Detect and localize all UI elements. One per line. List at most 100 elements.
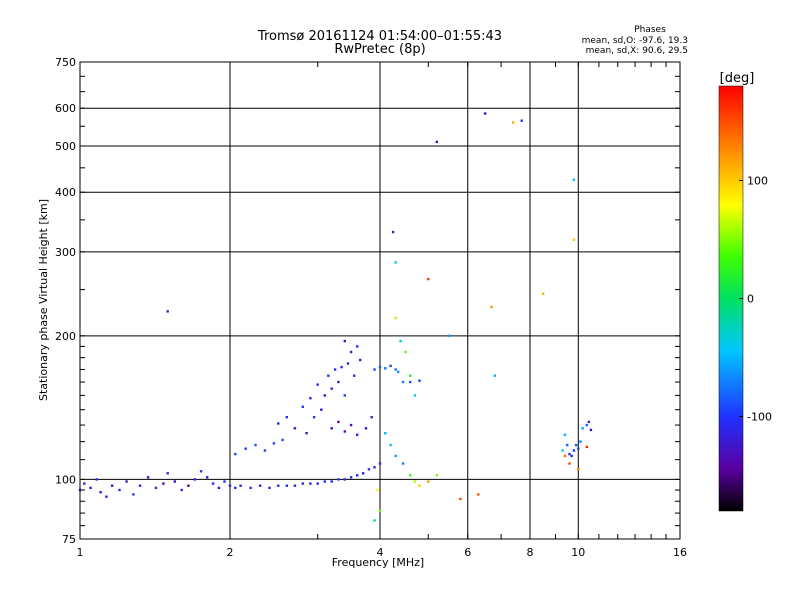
- data-point: [263, 449, 267, 452]
- data-point: [239, 484, 242, 487]
- data-point: [459, 497, 462, 501]
- data-point: [228, 484, 232, 487]
- data-point: [301, 405, 304, 408]
- colorbar-tick-label: 100: [747, 174, 768, 187]
- data-point: [327, 374, 330, 377]
- data-point: [378, 365, 382, 369]
- plot-frame: [79, 61, 681, 540]
- data-point: [95, 478, 98, 481]
- data-point: [373, 519, 376, 522]
- data-point: [493, 374, 496, 377]
- data-point: [312, 416, 316, 419]
- data-point: [477, 493, 480, 496]
- data-point: [166, 310, 169, 313]
- data-point: [401, 462, 405, 465]
- data-point: [370, 416, 373, 419]
- data-point: [435, 140, 438, 144]
- data-point: [413, 480, 417, 483]
- data-point: [577, 447, 580, 450]
- x-tick-label: 2: [227, 546, 234, 559]
- data-point: [378, 462, 382, 465]
- data-point: [394, 316, 397, 320]
- data-point: [394, 261, 397, 264]
- data-point: [199, 470, 203, 473]
- y-tick-label: 100: [55, 473, 76, 486]
- data-point: [154, 486, 158, 490]
- data-point: [193, 478, 196, 481]
- data-point: [589, 428, 593, 432]
- data-point: [83, 482, 86, 485]
- colorbar-label: [deg]: [720, 71, 755, 86]
- data-point: [173, 480, 176, 483]
- data-point: [577, 468, 580, 471]
- y-tick-label: 75: [62, 533, 76, 546]
- data-point: [281, 438, 284, 442]
- data-point: [570, 454, 573, 458]
- data-point: [447, 334, 451, 337]
- data-point: [180, 488, 183, 492]
- colorbar-tick-label: -100: [747, 411, 772, 424]
- data-point: [563, 454, 567, 458]
- data-point: [206, 476, 209, 479]
- data-point: [110, 484, 114, 487]
- data-point: [373, 466, 376, 469]
- data-point: [409, 474, 412, 477]
- data-point: [105, 495, 108, 498]
- chart-title-line2: RwPretec (8p): [334, 42, 425, 57]
- x-axis-label: Frequency [MHz]: [332, 556, 424, 569]
- x-tick-label: 6: [464, 546, 471, 559]
- data-point: [162, 482, 165, 485]
- data-point: [520, 119, 523, 122]
- data-point: [118, 488, 121, 492]
- data-point: [427, 277, 430, 281]
- y-tick-label: 600: [55, 102, 76, 115]
- data-point: [394, 454, 397, 458]
- data-point: [340, 365, 343, 369]
- y-tick-label: 400: [55, 186, 76, 199]
- data-point: [413, 394, 417, 397]
- data-point: [389, 443, 392, 447]
- y-tick-labels: 75 100 200 300 400 500 600 750: [55, 56, 76, 546]
- x-tick-label: 16: [673, 546, 687, 559]
- data-point: [384, 367, 387, 370]
- data-point: [259, 484, 262, 487]
- x-tick-label: 10: [571, 546, 585, 559]
- x-tick-labels: 1 2 4 6 8 10 16: [77, 546, 688, 559]
- y-axis-label: Stationary phase Virtual Height [km]: [37, 199, 50, 401]
- data-point: [285, 484, 288, 487]
- data-point: [293, 427, 297, 430]
- data-point: [483, 112, 487, 115]
- data-point: [585, 423, 588, 427]
- data-point: [309, 482, 312, 485]
- data-point: [268, 486, 271, 490]
- data-point: [384, 432, 387, 435]
- legend-line1: mean, sd,O: -97.6, 19.3: [582, 36, 688, 46]
- data-point: [418, 484, 421, 487]
- data-point: [397, 370, 400, 374]
- data-point: [89, 486, 92, 490]
- data-point: [330, 387, 333, 390]
- data-point: [579, 440, 582, 443]
- data-point: [337, 420, 340, 424]
- data-point: [409, 380, 412, 384]
- data-point: [187, 484, 190, 487]
- data-point: [572, 238, 576, 241]
- data-point: [316, 482, 319, 485]
- data-point: [435, 474, 438, 477]
- data-point: [574, 443, 578, 447]
- data-point: [132, 493, 135, 496]
- data-point: [234, 486, 237, 490]
- data-point: [364, 427, 368, 430]
- data-point: [490, 305, 493, 309]
- data-point: [234, 452, 237, 456]
- data-point: [361, 472, 365, 475]
- data-point: [343, 394, 346, 397]
- colorbar-tick-label: 0: [747, 293, 754, 306]
- data-point: [343, 478, 346, 481]
- data-point: [272, 442, 276, 445]
- data-point: [367, 468, 371, 471]
- y-tick-label: 300: [55, 246, 76, 259]
- data-point: [337, 478, 340, 481]
- data-point: [223, 480, 226, 483]
